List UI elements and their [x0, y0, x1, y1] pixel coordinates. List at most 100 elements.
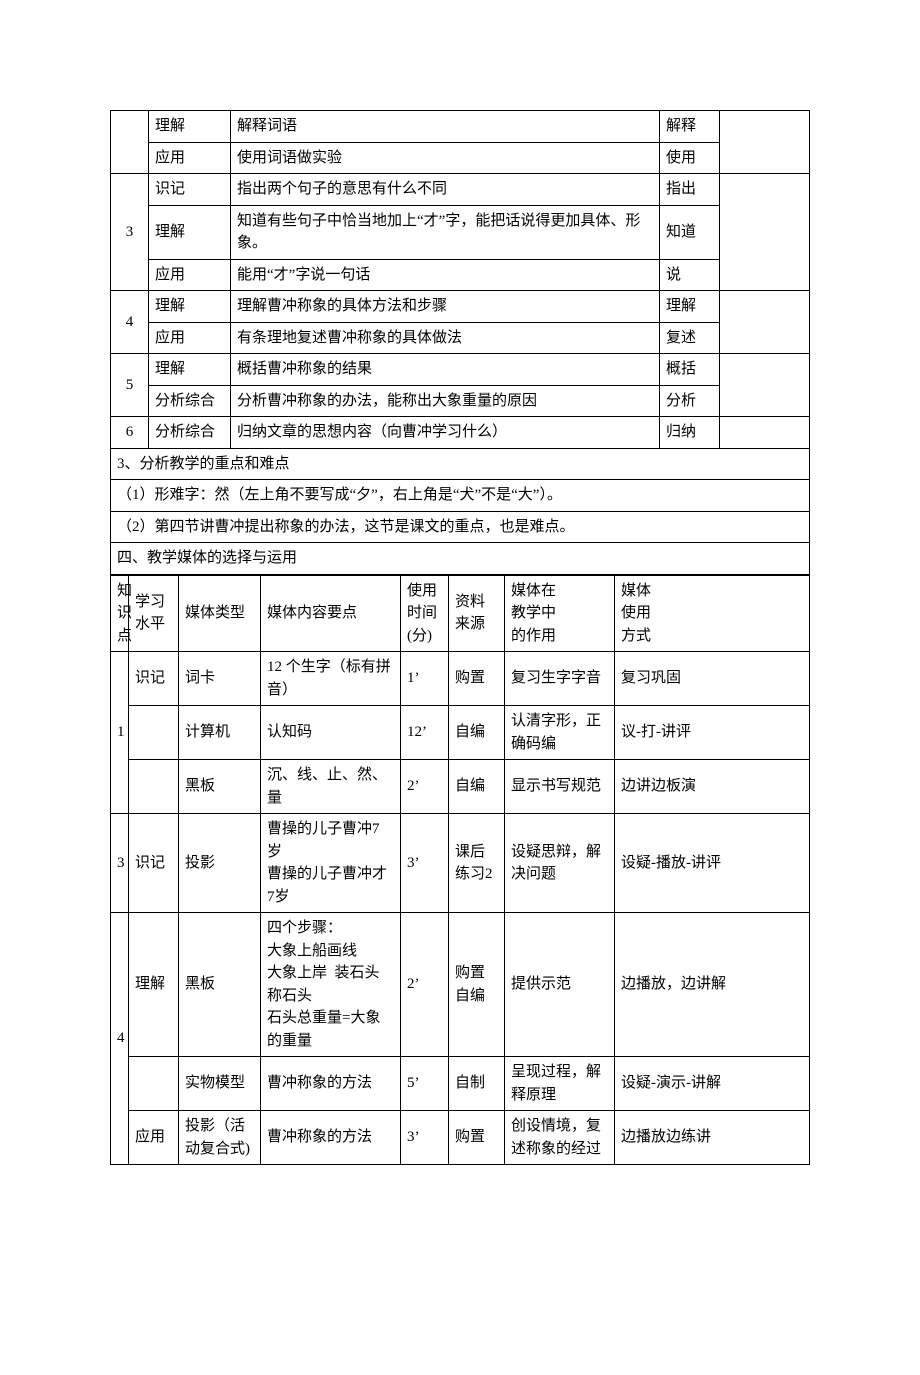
- cell-empty: [720, 354, 810, 417]
- cell-level: 识记: [149, 174, 231, 206]
- label: 使用: [407, 583, 437, 599]
- table-row: 实物模型 曹冲称象的方法 5’ 自制 呈现过程，解释原理 设疑-演示-讲解: [111, 1057, 810, 1111]
- table-row: 3、分析教学的重点和难点: [111, 448, 810, 480]
- cell-level: 分析综合: [149, 417, 231, 449]
- table-row: 四、教学媒体的选择与运用: [111, 543, 810, 575]
- objectives-table: 理解 解释词语 解释 应用 使用词语做实验 使用 3 识记 指出两个句子的意思有…: [110, 110, 810, 575]
- cell-kp: 4: [111, 913, 129, 1165]
- cell-desc: 指出两个句子的意思有什么不同: [231, 174, 660, 206]
- section4-title: 四、教学媒体的选择与运用: [111, 543, 810, 575]
- table-row: 应用 能用“才”字说一句话 说: [111, 259, 810, 291]
- cell-time: 2’: [401, 760, 449, 814]
- cell-time: 12’: [401, 706, 449, 760]
- cell-empty: [720, 174, 810, 291]
- cell-seq: [111, 111, 149, 174]
- cell-act: 知道: [660, 205, 720, 259]
- table-row: 计算机 认知码 12’ 自编 认清字形，正确码编 议-打-讲评: [111, 706, 810, 760]
- label: 的作用: [511, 628, 556, 644]
- cell-src: 自编: [449, 760, 505, 814]
- cell-src: 课后练习2: [449, 814, 505, 913]
- cell-time: 3’: [401, 814, 449, 913]
- cell-media: 词卡: [179, 652, 261, 706]
- label: 识: [117, 605, 132, 621]
- label: 教学中: [511, 605, 556, 621]
- table-row: 应用 使用词语做实验 使用: [111, 142, 810, 174]
- cell-level: 理解: [149, 291, 231, 323]
- cell-media: 计算机: [179, 706, 261, 760]
- label: 来源: [455, 616, 485, 632]
- head-content: 媒体内容要点: [261, 575, 401, 652]
- cell-role: 创设情境，复述称象的经过: [505, 1111, 615, 1165]
- table-row: 黑板 沉、线、止、然、量 2’ 自编 显示书写规范 边讲边板演: [111, 760, 810, 814]
- cell-media: 黑板: [179, 760, 261, 814]
- cell-mode: 边讲边板演: [615, 760, 810, 814]
- label: 资料: [455, 594, 485, 610]
- label: 使用: [621, 605, 651, 621]
- table-header-row: 知 识 点 学习水平 媒体类型 媒体内容要点 使用 时间 (分) 资料 来源 媒…: [111, 575, 810, 652]
- cell-act: 分析: [660, 385, 720, 417]
- cell-act: 使用: [660, 142, 720, 174]
- table-row: （1）形难字：然（左上角不要写成“夕”，右上角是“犬”不是“大”）。: [111, 480, 810, 512]
- cell-src: 自制: [449, 1057, 505, 1111]
- table-row: 6 分析综合 归纳文章的思想内容（向曹冲学习什么） 归纳: [111, 417, 810, 449]
- cell-act: 归纳: [660, 417, 720, 449]
- cell-content: 认知码: [261, 706, 401, 760]
- cell-content: 12 个生字（标有拼音）: [261, 652, 401, 706]
- cell-level: 应用: [149, 259, 231, 291]
- cell-media: 黑板: [179, 913, 261, 1057]
- cell-mode: 边播放边练讲: [615, 1111, 810, 1165]
- head-level: 学习水平: [129, 575, 179, 652]
- table-row: 分析综合 分析曹冲称象的办法，能称出大象重量的原因 分析: [111, 385, 810, 417]
- table-row: 5 理解 概括曹冲称象的结果 概括: [111, 354, 810, 386]
- cell-role: 呈现过程，解释原理: [505, 1057, 615, 1111]
- section3-line2: （2）第四节讲曹冲提出称象的办法，这节是课文的重点，也是难点。: [111, 511, 810, 543]
- cell-media: 投影（活动复合式): [179, 1111, 261, 1165]
- section3-line1: （1）形难字：然（左上角不要写成“夕”，右上角是“犬”不是“大”）。: [111, 480, 810, 512]
- cell-empty: [720, 417, 810, 449]
- cell-level: 理解: [149, 354, 231, 386]
- cell-mode: 设疑-播放-讲评: [615, 814, 810, 913]
- cell-empty: [720, 111, 810, 174]
- cell-level: 应用: [129, 1111, 179, 1165]
- cell-content: 曹冲称象的方法: [261, 1057, 401, 1111]
- table-row: 应用 有条理地复述曹冲称象的具体做法 复述: [111, 322, 810, 354]
- cell-level: 理解: [149, 205, 231, 259]
- label: 媒体: [621, 583, 651, 599]
- cell-seq: 6: [111, 417, 149, 449]
- cell-act: 说: [660, 259, 720, 291]
- cell-kp: 1: [111, 652, 129, 814]
- cell-media: 投影: [179, 814, 261, 913]
- cell-desc: 理解曹冲称象的具体方法和步骤: [231, 291, 660, 323]
- cell-level: 分析综合: [149, 385, 231, 417]
- cell-desc: 分析曹冲称象的办法，能称出大象重量的原因: [231, 385, 660, 417]
- cell-src: 购置: [449, 1111, 505, 1165]
- table-row: 理解 解释词语 解释: [111, 111, 810, 143]
- cell-desc: 知道有些句子中恰当地加上“才”字，能把话说得更加具体、形象。: [231, 205, 660, 259]
- table-row: 应用 投影（活动复合式) 曹冲称象的方法 3’ 购置 创设情境，复述称象的经过 …: [111, 1111, 810, 1165]
- label: (分): [407, 628, 432, 644]
- cell-content: 曹冲称象的方法: [261, 1111, 401, 1165]
- label: 知: [117, 583, 132, 599]
- cell-seq: 5: [111, 354, 149, 417]
- media-table: 知 识 点 学习水平 媒体类型 媒体内容要点 使用 时间 (分) 资料 来源 媒…: [110, 575, 810, 1166]
- cell-time: 1’: [401, 652, 449, 706]
- cell-level: 应用: [149, 142, 231, 174]
- cell-desc: 能用“才”字说一句话: [231, 259, 660, 291]
- cell-level: 理解: [149, 111, 231, 143]
- table-row: 4 理解 理解曹冲称象的具体方法和步骤 理解: [111, 291, 810, 323]
- page-container: 理解 解释词语 解释 应用 使用词语做实验 使用 3 识记 指出两个句子的意思有…: [0, 0, 920, 1375]
- cell-content: 沉、线、止、然、量: [261, 760, 401, 814]
- cell-time: 5’: [401, 1057, 449, 1111]
- cell-time: 2’: [401, 913, 449, 1057]
- cell-level: [129, 1057, 179, 1111]
- table-row: 1 识记 词卡 12 个生字（标有拼音） 1’ 购置 复习生字字音 复习巩固: [111, 652, 810, 706]
- cell-src: 购置自编: [449, 913, 505, 1057]
- cell-level: 理解: [129, 913, 179, 1057]
- label: 点: [117, 628, 132, 644]
- head-role: 媒体在 教学中 的作用: [505, 575, 615, 652]
- cell-role: 显示书写规范: [505, 760, 615, 814]
- table-row: 3 识记 指出两个句子的意思有什么不同 指出: [111, 174, 810, 206]
- cell-role: 设疑思辩，解决问题: [505, 814, 615, 913]
- cell-mode: 议-打-讲评: [615, 706, 810, 760]
- cell-seq: 4: [111, 291, 149, 354]
